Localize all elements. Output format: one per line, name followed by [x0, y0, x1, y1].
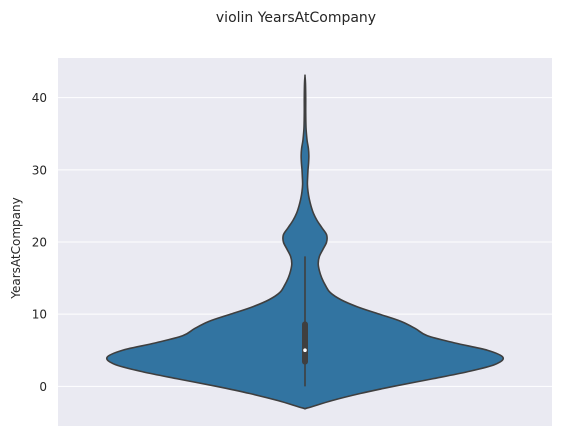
y-axis-label: YearsAtCompany	[9, 197, 23, 299]
y-tick-label: 10	[32, 308, 47, 322]
y-tick-labels: 0 10 20 30 40	[32, 91, 47, 394]
y-tick-label: 20	[32, 236, 47, 250]
y-tick-label: 30	[32, 163, 47, 177]
iqr-box	[302, 321, 308, 365]
violin-body	[105, 74, 505, 410]
median-point	[303, 348, 307, 353]
chart-title: violin YearsAtCompany	[216, 10, 376, 26]
y-tick-label: 40	[32, 91, 47, 105]
y-tick-label: 0	[39, 380, 47, 394]
